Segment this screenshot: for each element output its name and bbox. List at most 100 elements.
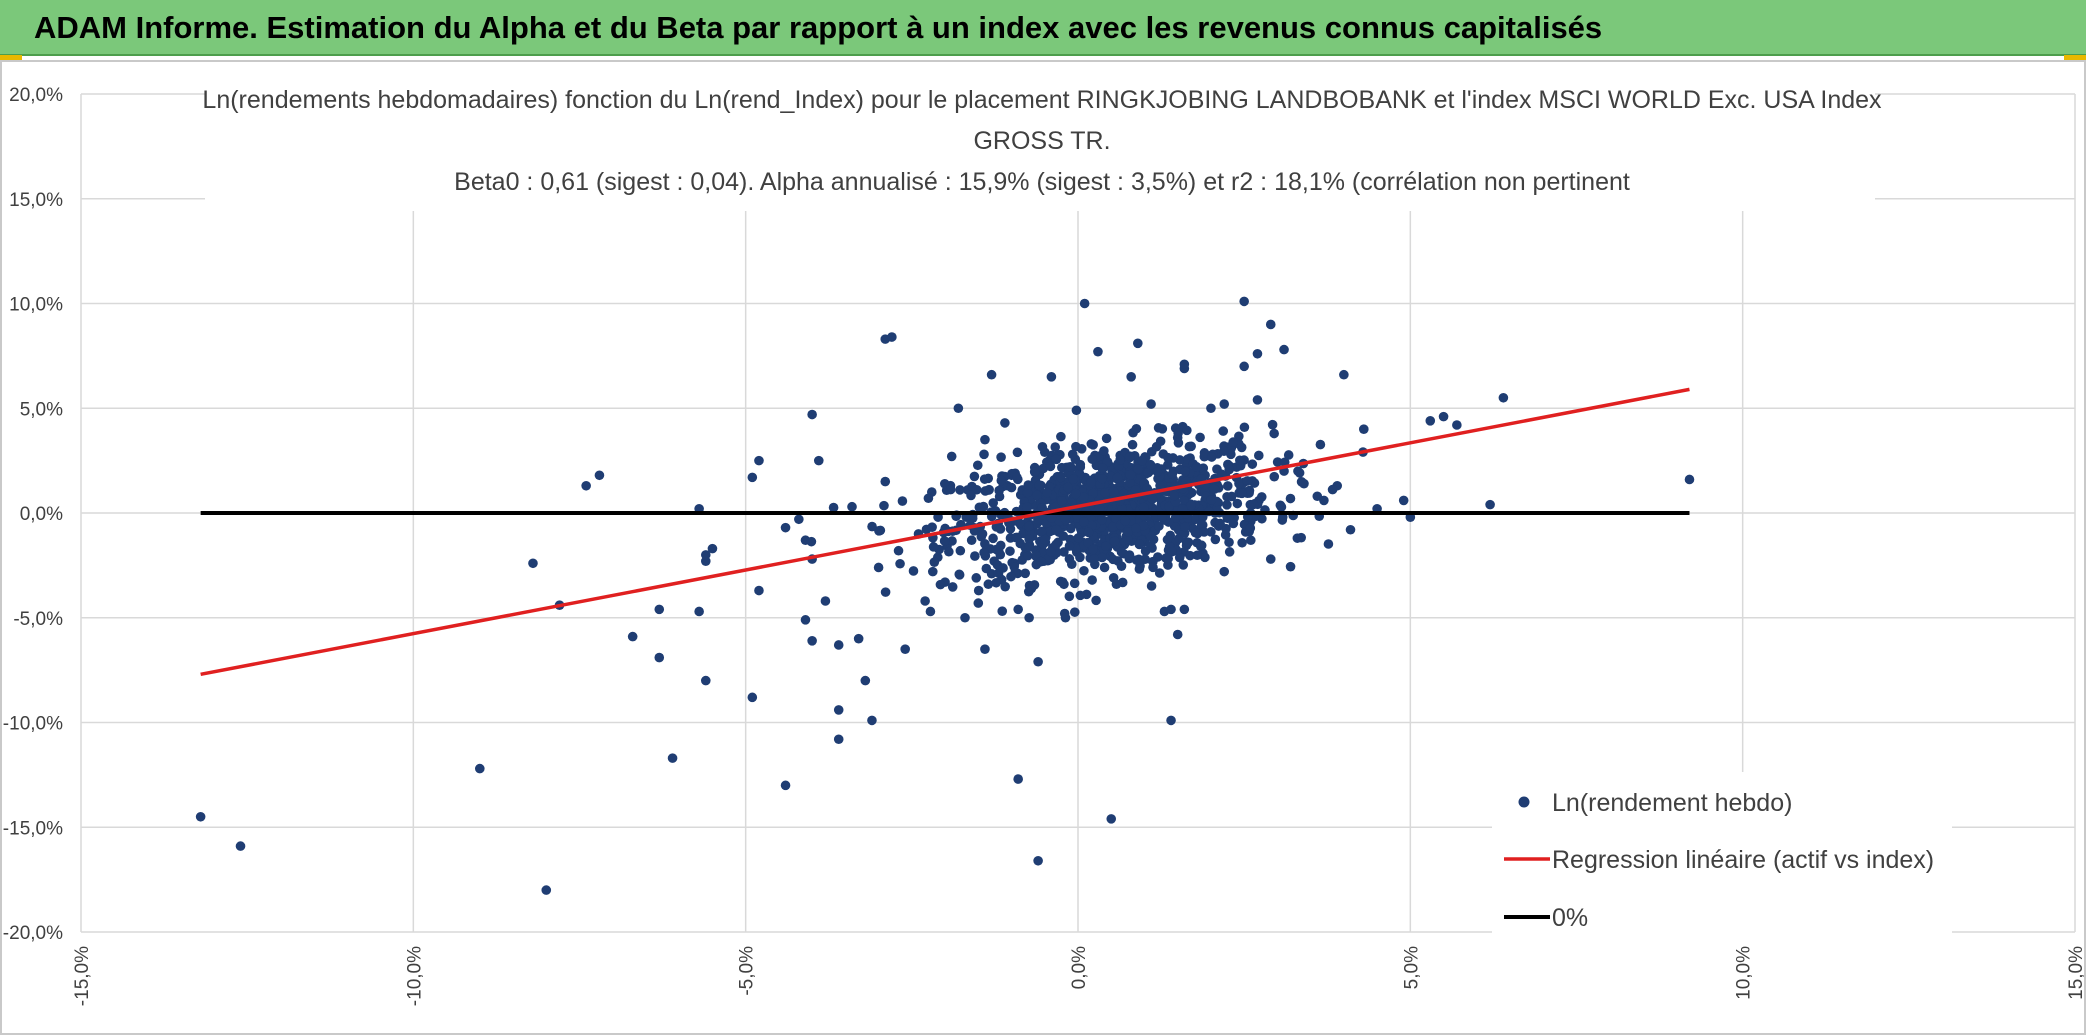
data-point [1071, 441, 1081, 452]
data-point [1097, 473, 1107, 484]
data-point [1097, 552, 1107, 563]
data-point [979, 449, 989, 460]
scatter-points [195, 296, 1695, 895]
data-point [1014, 518, 1025, 528]
data-point [747, 472, 758, 483]
data-point [1131, 423, 1142, 434]
x-tick-label: 5,0% [1401, 946, 1422, 989]
data-point [966, 490, 976, 501]
data-point [1196, 519, 1207, 530]
data-point [1023, 586, 1034, 597]
data-point [1239, 361, 1249, 372]
data-point [1088, 440, 1098, 450]
data-point [1046, 513, 1057, 523]
chart-title-line: Beta0 : 0,61 (sigest : 0,04). Alpha annu… [454, 168, 1630, 196]
data-point [1112, 472, 1123, 483]
data-point [1195, 432, 1205, 443]
chart-area: 20,0% 15,0% 10,0% 5,0% 0,0% -5,0% -10,0% -15,0%… [0, 60, 2086, 1035]
data-point [983, 579, 994, 590]
data-point [1062, 482, 1073, 493]
data-point [988, 498, 999, 508]
data-point [1060, 612, 1071, 623]
data-point [1196, 540, 1207, 551]
data-point [1452, 420, 1462, 430]
data-point [1296, 477, 1307, 487]
data-point [1033, 656, 1043, 667]
data-point [1151, 441, 1162, 452]
data-point [707, 543, 718, 554]
data-point [867, 521, 877, 532]
x-tick-label: -15,0% [72, 946, 93, 1006]
data-point [1246, 535, 1256, 546]
data-point [700, 550, 711, 560]
data-point [1022, 487, 1033, 498]
data-point [980, 644, 990, 654]
data-point [1272, 457, 1283, 467]
data-point [1235, 455, 1245, 466]
data-point [1244, 488, 1254, 498]
data-point [1206, 527, 1216, 537]
data-point [694, 606, 704, 617]
data-point [807, 635, 817, 646]
data-point [880, 587, 891, 597]
data-point [1294, 468, 1305, 478]
data-point [1013, 604, 1023, 615]
data-point [528, 558, 538, 569]
data-point [988, 533, 998, 544]
data-point [1345, 524, 1356, 535]
y-tick-label: 15,0% [9, 190, 63, 211]
data-point [1036, 556, 1046, 567]
data-point [955, 485, 965, 495]
data-point [1179, 604, 1190, 615]
data-point [807, 409, 817, 420]
data-point [979, 547, 989, 558]
data-point [1206, 495, 1217, 505]
data-point [1200, 552, 1210, 563]
x-tick-label: -5,0% [737, 946, 758, 996]
data-point [1146, 399, 1156, 409]
data-point [1498, 392, 1509, 403]
data-point [977, 529, 988, 539]
y-tick-label: -20,0% [3, 923, 63, 944]
data-point [1036, 527, 1047, 537]
data-point [1228, 437, 1239, 447]
y-tick-label: 20,0% [9, 85, 63, 106]
data-point [1323, 539, 1334, 549]
data-point [235, 841, 246, 851]
data-point [1148, 562, 1158, 573]
data-point [1051, 524, 1062, 535]
data-point [1056, 431, 1066, 442]
report-title: ADAM Informe. Estimation du Alpha et du … [0, 0, 2086, 56]
y-tick-label: -5,0% [13, 609, 63, 630]
data-point [928, 542, 939, 552]
data-point [1064, 541, 1075, 551]
data-point [996, 452, 1006, 462]
data-point [1075, 590, 1086, 601]
data-point [1224, 464, 1234, 475]
data-point [780, 522, 791, 533]
data-point [1222, 481, 1233, 491]
y-tick-label: 0,0% [20, 504, 63, 525]
data-point [1182, 425, 1192, 436]
data-point [1339, 369, 1349, 380]
data-point [1191, 462, 1202, 472]
data-point [1485, 499, 1495, 510]
data-point [880, 476, 891, 487]
data-point [1105, 471, 1116, 482]
data-point [1038, 463, 1049, 474]
data-point [998, 563, 1008, 573]
data-point [1134, 564, 1145, 574]
data-point [1183, 537, 1194, 548]
series-lines [200, 387, 1690, 677]
data-point [1057, 462, 1067, 473]
data-point [754, 585, 764, 596]
legend-label: Regression linéaire (actif vs index) [1552, 846, 1934, 874]
data-point [1254, 450, 1264, 461]
data-point [1023, 480, 1034, 490]
data-point [1020, 568, 1031, 579]
data-point [1327, 484, 1338, 495]
data-point [1065, 462, 1076, 472]
data-point [944, 546, 954, 557]
data-point [1192, 550, 1203, 561]
data-point [833, 705, 844, 715]
